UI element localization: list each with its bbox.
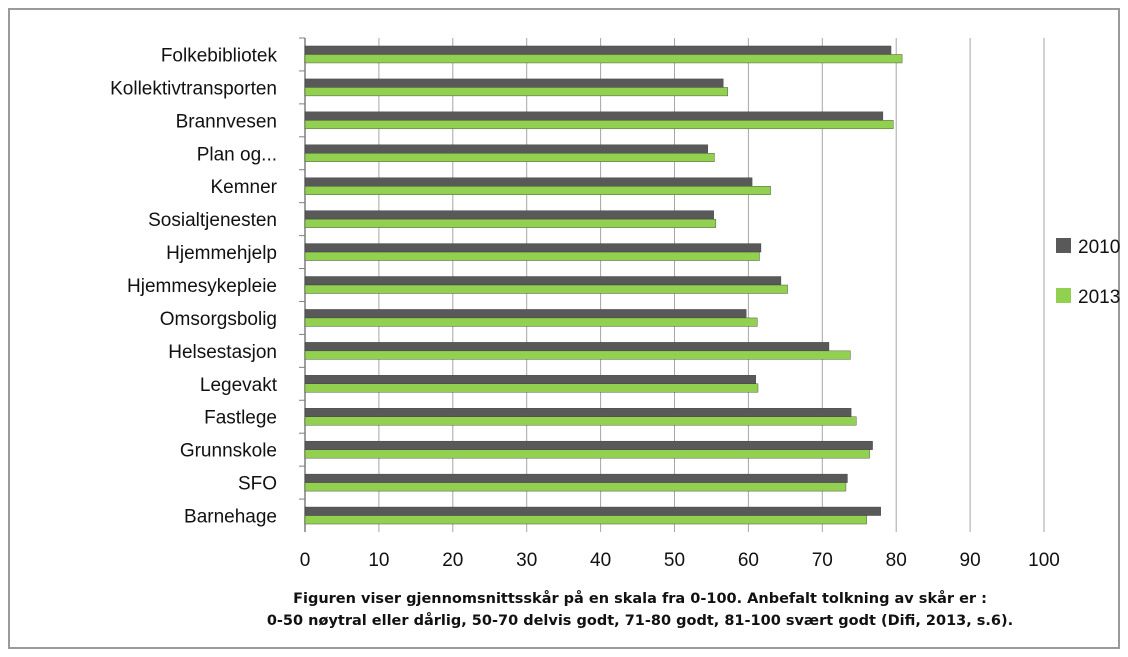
x-tick-label: 70	[812, 550, 833, 571]
x-tick-label: 0	[300, 550, 311, 571]
x-tick-label: 60	[738, 550, 759, 571]
category-label: SFO	[238, 474, 277, 495]
bar-2013	[304, 185, 771, 195]
legend-swatch-2013	[1056, 288, 1071, 303]
chart-caption: Figuren viser gjennomsnittsskår på en sk…	[150, 588, 1128, 632]
bar-2010	[304, 243, 762, 253]
bar-2010	[304, 177, 753, 187]
x-tick-label: 20	[442, 550, 463, 571]
category-label: Sosialtjenesten	[148, 210, 277, 231]
x-tick-label: 80	[886, 550, 907, 571]
category-label: Fastlege	[204, 408, 277, 429]
category-label: Folkebibliotek	[161, 45, 278, 66]
caption-line-2: 0-50 nøytral eller dårlig, 50-70 delvis …	[266, 613, 1014, 629]
bar-2013	[304, 449, 870, 459]
bar-2010	[304, 111, 884, 121]
legend-label: 2013	[1078, 287, 1120, 308]
bar-2013	[304, 350, 851, 360]
bar-2010	[304, 309, 747, 319]
bar-2010	[304, 276, 782, 286]
bar-2013	[304, 87, 728, 97]
bar-2013	[304, 416, 857, 426]
bar-2013	[304, 153, 715, 162]
category-label: Brannvesen	[176, 111, 277, 132]
x-tick-label: 30	[516, 550, 537, 571]
category-label: Omsorgsbolig	[160, 309, 277, 330]
caption-line-1: Figuren viser gjennomsnittsskår på en sk…	[293, 591, 987, 607]
bar-2013	[304, 120, 894, 130]
bar-2010	[304, 375, 756, 384]
category-label: Plan og...	[197, 144, 277, 165]
bar-2013	[304, 383, 759, 393]
legend-label: 2010	[1078, 237, 1120, 258]
bar-2013	[304, 54, 903, 64]
category-label: Helsestasjon	[168, 342, 277, 363]
category-label: Legevakt	[200, 375, 278, 396]
category-label: Hjemmesykepleie	[127, 276, 277, 297]
x-tick-label: 40	[590, 550, 611, 571]
bar-2010	[304, 440, 873, 450]
category-label: Kemner	[210, 177, 277, 198]
x-tick-label: 100	[1028, 550, 1060, 571]
bar-2013	[304, 317, 758, 327]
x-tick-label: 50	[664, 550, 685, 571]
x-tick-label: 10	[368, 550, 389, 571]
bar-2013	[304, 218, 717, 228]
bar-2013	[304, 482, 847, 492]
bar-2010	[304, 342, 830, 352]
bar-2010	[304, 408, 852, 417]
bar-2013	[304, 284, 788, 294]
category-label: Kollektivtransporten	[110, 78, 277, 99]
bar-2013	[304, 515, 867, 525]
category-label: Grunnskole	[180, 441, 277, 462]
category-label: Barnehage	[184, 507, 277, 528]
bar-2010	[304, 144, 708, 154]
bar-2010	[304, 506, 881, 516]
bar-2010	[304, 473, 848, 483]
x-tick-label: 90	[960, 550, 981, 571]
legend-swatch-2010	[1056, 238, 1071, 253]
bar-2010	[304, 45, 892, 55]
bar-2013	[304, 251, 760, 261]
bar-2010	[304, 78, 724, 88]
bar-2010	[304, 210, 714, 220]
category-label: Hjemmehjelp	[166, 243, 277, 264]
